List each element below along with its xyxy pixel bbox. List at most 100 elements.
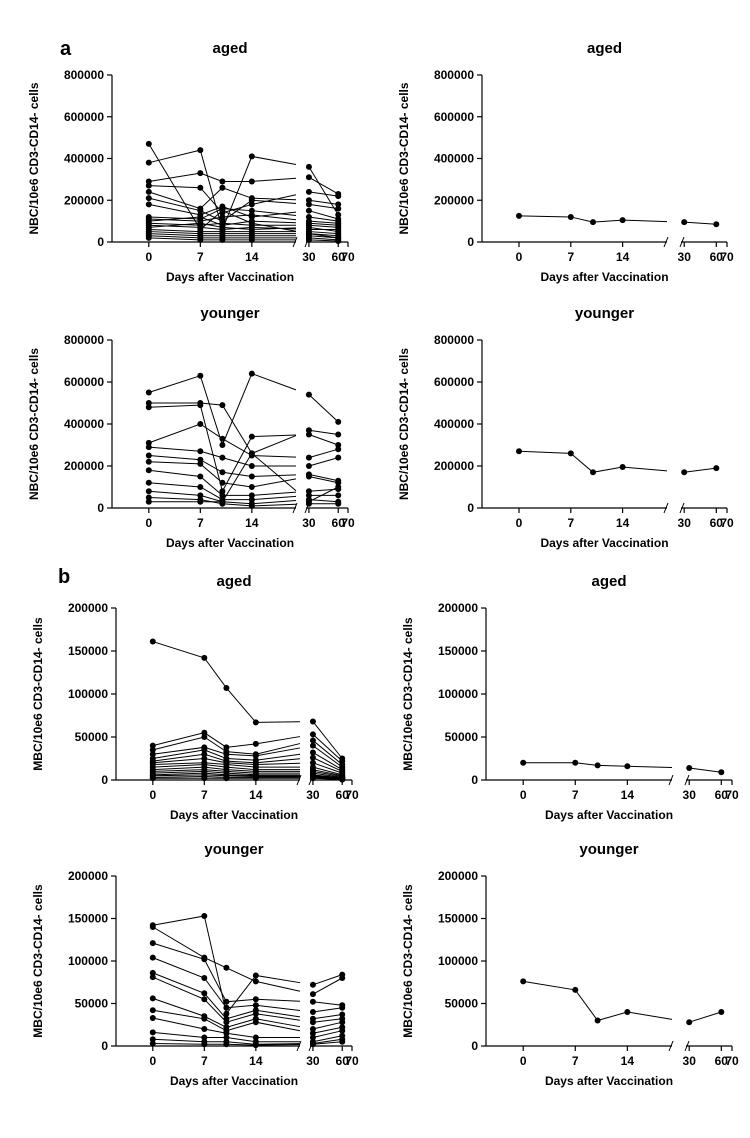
y-axis-label: MBC/10e6 CD3-CD14- cells: [401, 617, 415, 771]
data-point-s3-day-0: [149, 940, 156, 947]
data-point-s1-day-0: [145, 389, 152, 396]
x-axis-label: Days after Vaccination: [545, 808, 673, 822]
data-point-s3-day-0: [145, 178, 152, 185]
x-tick-label: 70: [345, 788, 359, 802]
data-point-s2-day-30: [305, 163, 312, 170]
data-point-s8-day-10: [219, 205, 226, 212]
data-point-s5-day-0: [149, 969, 156, 976]
panel-letter-a: a: [60, 38, 72, 60]
data-point-s6-day-0: [149, 974, 156, 981]
data-point-mean-day-7: [572, 759, 579, 766]
data-point-s6-day-10: [223, 1019, 230, 1026]
data-point-mean-day-7: [572, 986, 579, 993]
data-point-s7-day-60: [335, 479, 342, 486]
data-point-s5-day-30: [309, 749, 316, 756]
series-line-s3-late: [308, 176, 339, 195]
y-tick-label: 600000: [434, 375, 474, 389]
data-point-s5-day-60: [335, 454, 342, 461]
axis-break-mark: [684, 774, 690, 786]
series-line-mean-late: [684, 467, 717, 473]
series-line-s3-late: [312, 740, 343, 765]
y-tick-label: 200000: [434, 193, 474, 207]
y-axis-label: NBC/10e6 CD3-CD14- cells: [27, 348, 41, 500]
y-tick-label: 400000: [64, 152, 104, 166]
axis-break-mark: [684, 1040, 690, 1052]
data-point-s11-day-60: [335, 500, 342, 507]
data-point-s12-day-0: [145, 498, 152, 505]
data-point-s9-day-10: [223, 1030, 230, 1037]
x-tick-label: 30: [306, 1054, 320, 1068]
data-point-s7-day-60: [339, 1019, 346, 1026]
data-point-s9-day-60: [335, 492, 342, 499]
series-line-s7-late: [308, 210, 339, 220]
data-point-mean-day-14: [624, 1009, 631, 1015]
data-point-s1-day-7: [197, 372, 204, 379]
data-point-s3-day-60: [335, 442, 342, 448]
y-tick-label: 0: [471, 1039, 478, 1053]
data-point-s8-day-7: [201, 1015, 208, 1022]
x-tick-label: 0: [520, 1054, 527, 1068]
chart-panel-4: younger 0 200000 400000 600000 800000 0 7 14 30 60…: [397, 305, 734, 550]
data-point-s11-day-0: [145, 494, 152, 501]
series-line-s7-late: [312, 1021, 343, 1030]
series-line-s18-late: [308, 239, 339, 242]
x-axis-label: Days after Vaccination: [540, 270, 668, 284]
x-tick-label: 0: [516, 250, 523, 264]
data-point-s18-day-10: [219, 236, 226, 243]
x-tick-label: 30: [683, 1054, 697, 1068]
series-line-s14-late: [308, 231, 339, 235]
data-point-s5-day-0: [145, 444, 152, 451]
data-point-s8-day-0: [145, 467, 152, 474]
series-line-s8-late: [312, 1026, 343, 1034]
data-point-s3-day-30: [305, 174, 312, 181]
data-point-s18-day-60: [335, 237, 342, 244]
series-line-s1-late: [312, 974, 343, 986]
data-point-s1-day-60: [335, 418, 342, 425]
x-tick-label: 0: [516, 516, 523, 530]
x-tick-label: 7: [572, 1054, 579, 1068]
data-point-s11-day-0: [149, 1036, 156, 1043]
data-point-mean-day-0: [520, 759, 527, 766]
series-line-s3: [152, 942, 301, 1003]
x-axis-label: Days after Vaccination: [540, 536, 668, 550]
data-point-s4-day-30: [305, 454, 312, 461]
data-point-s5-day-7: [197, 448, 204, 455]
data-point-s3-day-14: [248, 178, 255, 185]
data-point-s6-day-30: [305, 201, 312, 208]
series-line-s10-late: [312, 770, 343, 778]
x-tick-label: 70: [720, 516, 734, 530]
series-line-s7-late: [312, 762, 343, 774]
data-point-s1-day-7: [201, 654, 208, 661]
data-point-s8-day-30: [305, 213, 312, 220]
data-point-s3-day-0: [145, 404, 152, 411]
data-point-s12-day-0: [149, 1040, 156, 1047]
data-point-s2-day-30: [305, 427, 312, 434]
data-point-s12-day-60: [339, 1038, 346, 1045]
data-point-s12-day-30: [305, 498, 312, 505]
data-point-s4-day-60: [335, 193, 342, 200]
series-line-s4-late: [308, 191, 339, 197]
data-point-s1-day-14: [248, 370, 255, 377]
series-line-s13-late: [308, 226, 339, 233]
x-tick-label: 30: [678, 250, 692, 264]
data-point-s12-day-10: [219, 498, 226, 505]
data-point-mean-day-0: [516, 448, 522, 455]
x-tick-label: 70: [725, 788, 739, 802]
data-point-s7-day-0: [145, 201, 152, 208]
data-point-s5-day-60: [335, 201, 342, 208]
data-point-s5-day-30: [305, 463, 312, 469]
series-line-s2-late: [312, 977, 343, 995]
series-line-s6-late: [312, 1018, 343, 1023]
data-point-s7-day-0: [149, 995, 156, 1002]
data-point-s2-day-30: [309, 731, 316, 738]
series-line-s4-late: [312, 745, 343, 768]
x-tick-label: 14: [245, 516, 259, 530]
data-point-s10-day-0: [145, 488, 152, 495]
data-point-s1-day-7: [201, 912, 208, 919]
data-point-s5-day-10: [219, 454, 226, 461]
x-tick-label: 14: [249, 788, 263, 802]
data-point-mean-day-14: [619, 217, 626, 224]
data-point-s1-day-10: [223, 1010, 230, 1017]
